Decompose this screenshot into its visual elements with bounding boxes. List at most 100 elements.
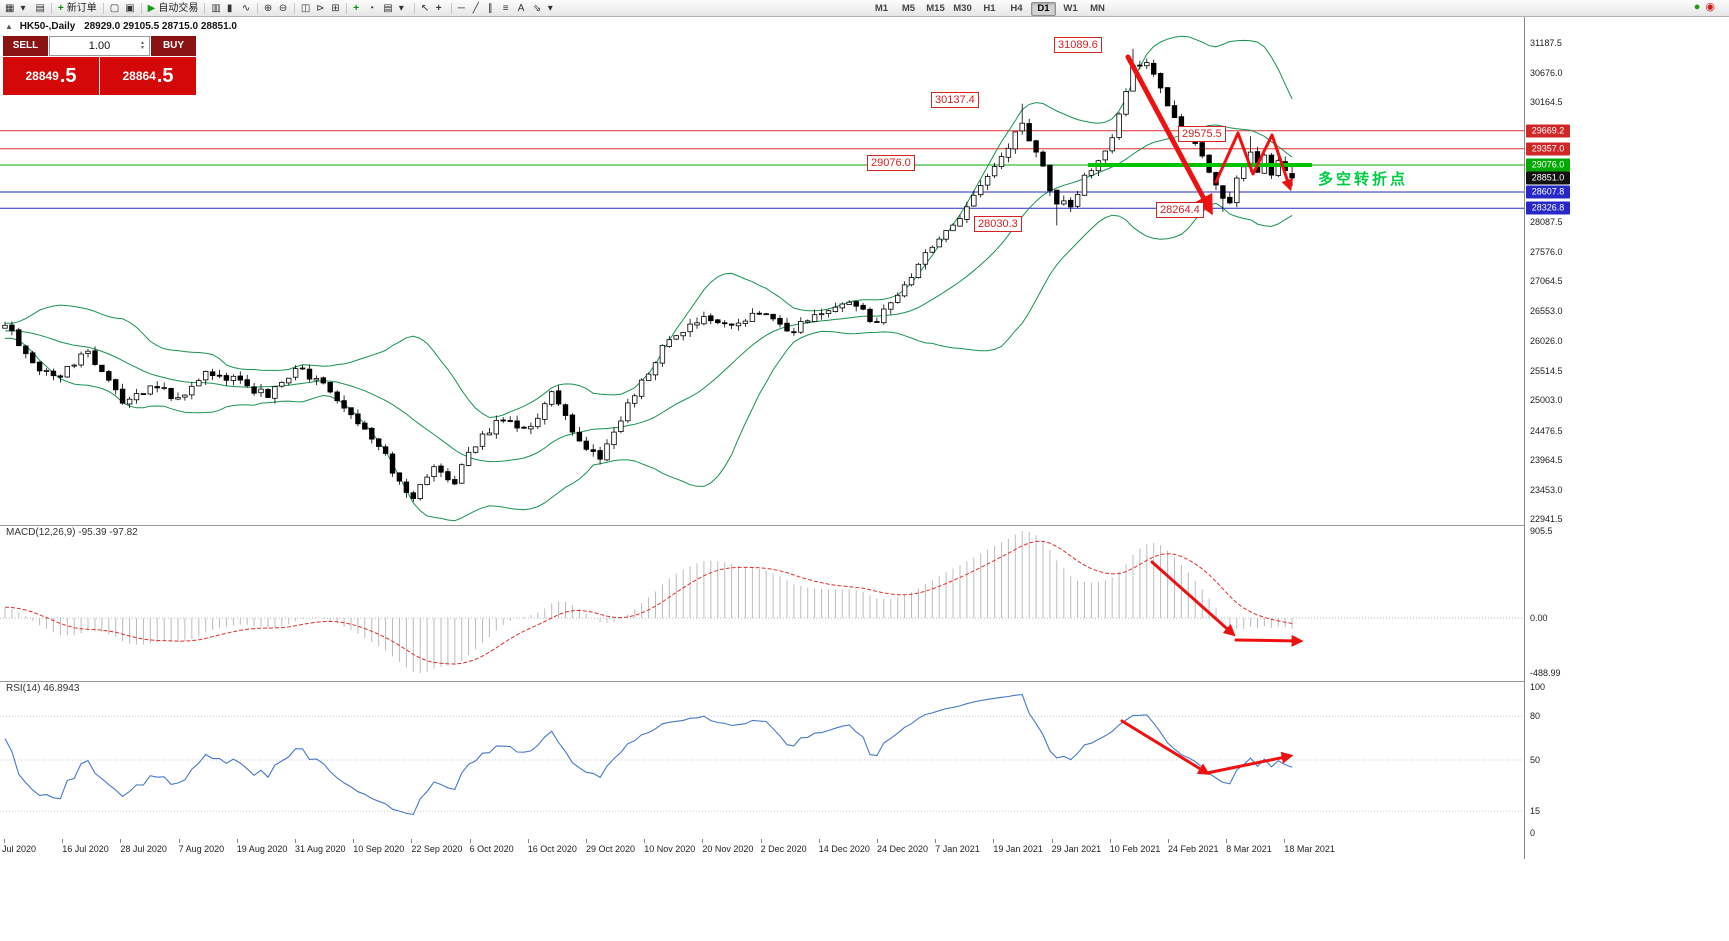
- new-order-icon: +: [57, 2, 64, 14]
- time-axis[interactable]: Jul 2020 16 Jul 2020 28 Jul 2020 7 Aug 2020…: [0, 839, 1524, 859]
- volume-down-icon[interactable]: ▾: [140, 45, 144, 51]
- timeframe-m15[interactable]: M15: [923, 2, 948, 16]
- timeframe-h1[interactable]: H1: [977, 2, 1002, 16]
- volume-field[interactable]: 1.00 ▴ ▾: [49, 36, 150, 56]
- time-tick: [1109, 839, 1111, 843]
- profiles-icon: ▤: [35, 2, 45, 14]
- bollinger-middle-band: [4, 124, 1293, 463]
- price-callout[interactable]: 29076.0: [867, 155, 915, 171]
- timeframe-h4[interactable]: H4: [1004, 2, 1029, 16]
- oneclick-collapse-icon[interactable]: ▲: [5, 22, 13, 31]
- auto-trading-button[interactable]: ▶ 自动交易: [145, 2, 202, 16]
- zoom-out-button[interactable]: ⊖: [276, 2, 291, 16]
- sell-button[interactable]: SELL: [3, 36, 48, 56]
- toolbar-separator: [450, 3, 452, 14]
- indicators-button[interactable]: +: [350, 2, 365, 16]
- timeframe-mn[interactable]: MN: [1085, 2, 1110, 16]
- chart-dropdown-button[interactable]: ▾: [17, 2, 32, 16]
- trendline-button[interactable]: ╱: [470, 2, 485, 16]
- price-callout[interactable]: 28030.3: [974, 216, 1022, 232]
- timeframe-w1[interactable]: W1: [1058, 2, 1083, 16]
- price-callout[interactable]: 30137.4: [931, 92, 979, 108]
- text-label-button[interactable]: A: [515, 2, 530, 16]
- price-tick: 26553.0: [1530, 305, 1563, 316]
- timeframe-m5[interactable]: M5: [896, 2, 921, 16]
- price-tick: 28087.5: [1530, 217, 1563, 228]
- price-tick: 22941.5: [1530, 514, 1563, 525]
- volume-stepper[interactable]: ▴ ▾: [137, 37, 148, 55]
- tile-windows-button[interactable]: ◫: [298, 2, 313, 16]
- chart-windows-icon: ▢: [109, 2, 120, 14]
- equidistant-channel-button[interactable]: ∥: [485, 2, 500, 16]
- candlestick-type-icon: ▮: [226, 2, 233, 14]
- time-tick: [586, 839, 587, 843]
- time-label: 16 Oct 2020: [527, 844, 577, 854]
- buy-button[interactable]: BUY: [151, 36, 196, 56]
- price-scale[interactable]: 31187.5 30676.0 30164.5 28087.5 27576.0 27064…: [1524, 17, 1570, 859]
- profiles-button[interactable]: ▤: [32, 2, 47, 16]
- candlestick-type-button[interactable]: ▮: [224, 2, 239, 16]
- panel-separator[interactable]: [0, 525, 1570, 526]
- horizontal-line-icon: ─: [457, 2, 465, 14]
- toolbar-separator: [413, 3, 415, 14]
- sell-price[interactable]: 28849 .5: [3, 57, 99, 95]
- timeframe-m1[interactable]: M1: [869, 2, 894, 16]
- templates-dropdown-icon: ▾: [398, 2, 404, 14]
- time-tick: [236, 839, 238, 843]
- new-order-label: 新订单: [66, 2, 97, 14]
- objects-dropdown-icon: ▾: [547, 2, 553, 14]
- crosshair-button[interactable]: +: [433, 2, 448, 16]
- strategy-tester-button[interactable]: ▣: [122, 2, 137, 16]
- rsi-panel[interactable]: [0, 681, 1524, 839]
- price-chart[interactable]: [0, 17, 1524, 525]
- bar-chart-type-icon: ▥: [211, 2, 221, 14]
- auto-scroll-icon: ⊳: [316, 2, 325, 14]
- macd-histogram: [4, 531, 1293, 673]
- buy-price[interactable]: 28864 .5: [100, 57, 196, 95]
- time-label: 29 Oct 2020: [586, 844, 636, 854]
- main-toolbar: ▦ ▾ ▤ + 新订单 ▢ ▣ ▶ 自动交易 ▥ ▮ ∿ ⊕ ⊖ ◫ ⊳ ⊞ + ◔ ▤ ▾ ↖ + ─ ╱ ∥ ≡ A ⇘ ▾ M1 M5…: [0, 0, 1729, 17]
- price-badge: 28851.0: [1526, 171, 1570, 185]
- new-order-button[interactable]: + 新订单: [55, 2, 100, 16]
- auto-scroll-button[interactable]: ⊳: [313, 2, 328, 16]
- price-callout[interactable]: 29575.5: [1178, 126, 1226, 142]
- price-callout[interactable]: 28264.4: [1156, 202, 1204, 218]
- macd-panel[interactable]: [0, 525, 1524, 681]
- line-chart-type-button[interactable]: ∿: [239, 2, 254, 16]
- pivot-note[interactable]: 多空转折点: [1318, 171, 1409, 188]
- arrows-tool-button[interactable]: ⇘: [530, 2, 545, 16]
- cursor-button[interactable]: ↖: [418, 2, 433, 16]
- objects-dropdown-button[interactable]: ▾: [545, 2, 560, 16]
- rsi-axis-value: 15: [1530, 806, 1541, 817]
- new-chart-button[interactable]: ▦: [2, 2, 17, 16]
- periods-button[interactable]: ◔: [365, 2, 380, 16]
- horizontal-level-lines[interactable]: [0, 130, 1524, 209]
- time-tick: [295, 839, 296, 843]
- time-label: 19 Aug 2020: [236, 844, 288, 854]
- toolbar-separator: [50, 3, 52, 14]
- horizontal-line-button[interactable]: ─: [455, 2, 470, 16]
- crosshair-icon: +: [435, 2, 442, 14]
- volume-value: 1.00: [88, 40, 111, 52]
- bar-chart-type-button[interactable]: ▥: [208, 2, 223, 16]
- time-label: 16 Jul 2020: [62, 844, 109, 854]
- timeframe-m30[interactable]: M30: [950, 2, 975, 16]
- fibonacci-button[interactable]: ≡: [500, 2, 515, 16]
- price-tick: 27576.0: [1530, 246, 1563, 257]
- time-tick: [469, 839, 471, 843]
- chart-windows-button[interactable]: ▢: [107, 2, 122, 16]
- zoom-in-button[interactable]: ⊕: [261, 2, 276, 16]
- templates-dropdown-button[interactable]: ▾: [396, 2, 411, 16]
- connect-status-icon[interactable]: ●: [1693, 1, 1701, 13]
- macd-axis-value: 0.00: [1530, 613, 1548, 624]
- time-tick: [62, 839, 64, 843]
- volume-up-icon[interactable]: ▴: [140, 40, 144, 46]
- timeframe-d1[interactable]: D1: [1031, 1, 1056, 16]
- panel-separator[interactable]: [0, 681, 1570, 682]
- news-alert-icon[interactable]: ◉: [1705, 1, 1715, 13]
- price-callout[interactable]: 31089.6: [1054, 37, 1102, 53]
- templates-button[interactable]: ▤: [380, 2, 395, 16]
- time-tick: [411, 839, 413, 843]
- chart-shift-button[interactable]: ⊞: [328, 2, 343, 16]
- time-label: 8 Mar 2021: [1226, 844, 1272, 854]
